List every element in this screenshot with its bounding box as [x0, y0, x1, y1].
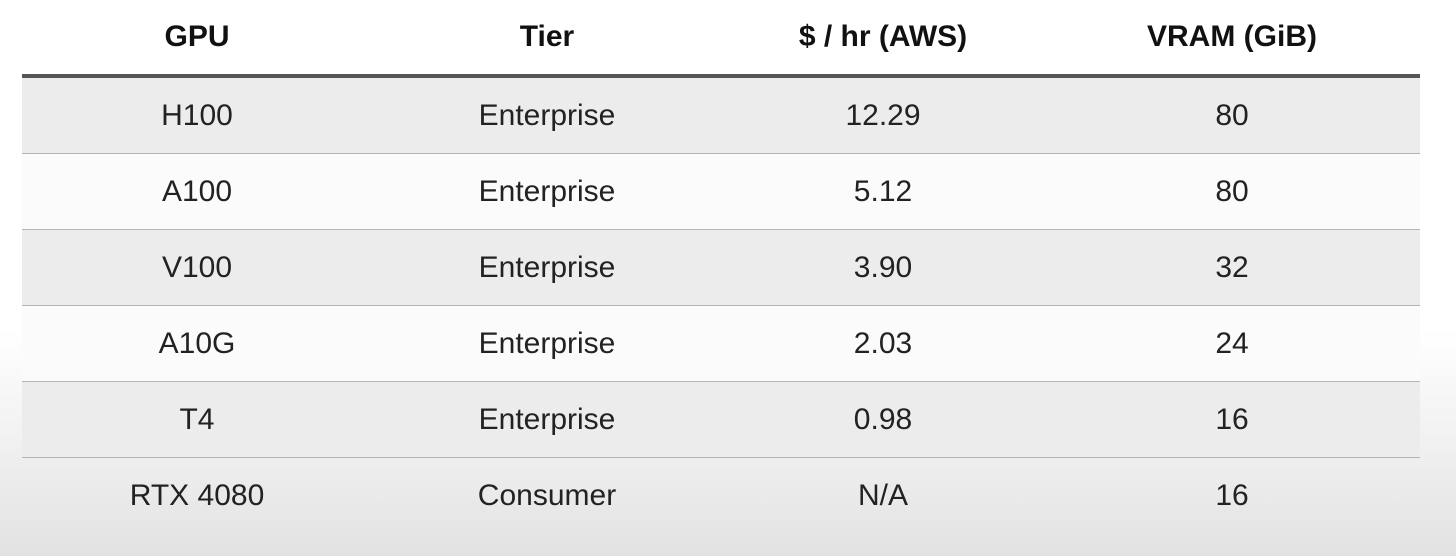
- table-cell: Consumer: [477, 478, 617, 512]
- column-header: VRAM (GiB): [1044, 0, 1420, 78]
- table-row: H100 Enterprise 12.29 80: [22, 76, 1420, 154]
- table-cell: RTX 4080: [129, 478, 265, 512]
- table-cell: A10G: [22, 305, 372, 382]
- table-cell: V100: [22, 229, 372, 306]
- table-cell: 80: [1044, 153, 1420, 230]
- table-cell: A100: [22, 153, 372, 230]
- table-cell: 3.90: [722, 229, 1044, 306]
- table-cell: 32: [1044, 229, 1420, 306]
- table-cell: Enterprise: [372, 229, 722, 306]
- table-cell: Enterprise: [372, 153, 722, 230]
- table-cell: Enterprise: [372, 305, 722, 382]
- table-cell: 2.03: [722, 305, 1044, 382]
- table-row: V100 Enterprise 3.90 32: [22, 229, 1420, 306]
- table-cell: Enterprise: [372, 76, 722, 154]
- header-row: GPU Tier $ / hr (AWS) VRAM (GiB): [22, 0, 1420, 78]
- table-cell: H100: [22, 76, 372, 154]
- column-header: Tier: [372, 0, 722, 78]
- table-cell: 16: [1215, 478, 1249, 512]
- table-row: A10G Enterprise 2.03 24: [22, 305, 1420, 382]
- column-header: $ / hr (AWS): [722, 0, 1044, 78]
- table-cell: N/A: [857, 478, 908, 512]
- table-cell: 24: [1044, 305, 1420, 382]
- table-cell: 0.98: [722, 381, 1044, 458]
- table-cell: 80: [1044, 76, 1420, 154]
- table-cell: 5.12: [722, 153, 1044, 230]
- table-cell: 12.29: [722, 76, 1044, 154]
- table-container: GPU Tier $ / hr (AWS) VRAM (GiB) H100 Enterp…: [22, 0, 1420, 533]
- gpu-table: GPU Tier $ / hr (AWS) VRAM (GiB) H100 Enterp…: [22, 0, 1420, 533]
- table-row: RTX 4080 Consumer N/A 16: [22, 458, 1420, 534]
- table-row: T4 Enterprise 0.98 16: [22, 381, 1420, 458]
- table-cell: 16: [1044, 381, 1420, 458]
- table-cell: Enterprise: [372, 381, 722, 458]
- table-cell: T4: [22, 381, 372, 458]
- table-row: A100 Enterprise 5.12 80: [22, 153, 1420, 230]
- column-header: GPU: [22, 0, 372, 78]
- table-body: H100 Enterprise 12.29 80 A100 Enterprise 5.12 8…: [22, 76, 1420, 533]
